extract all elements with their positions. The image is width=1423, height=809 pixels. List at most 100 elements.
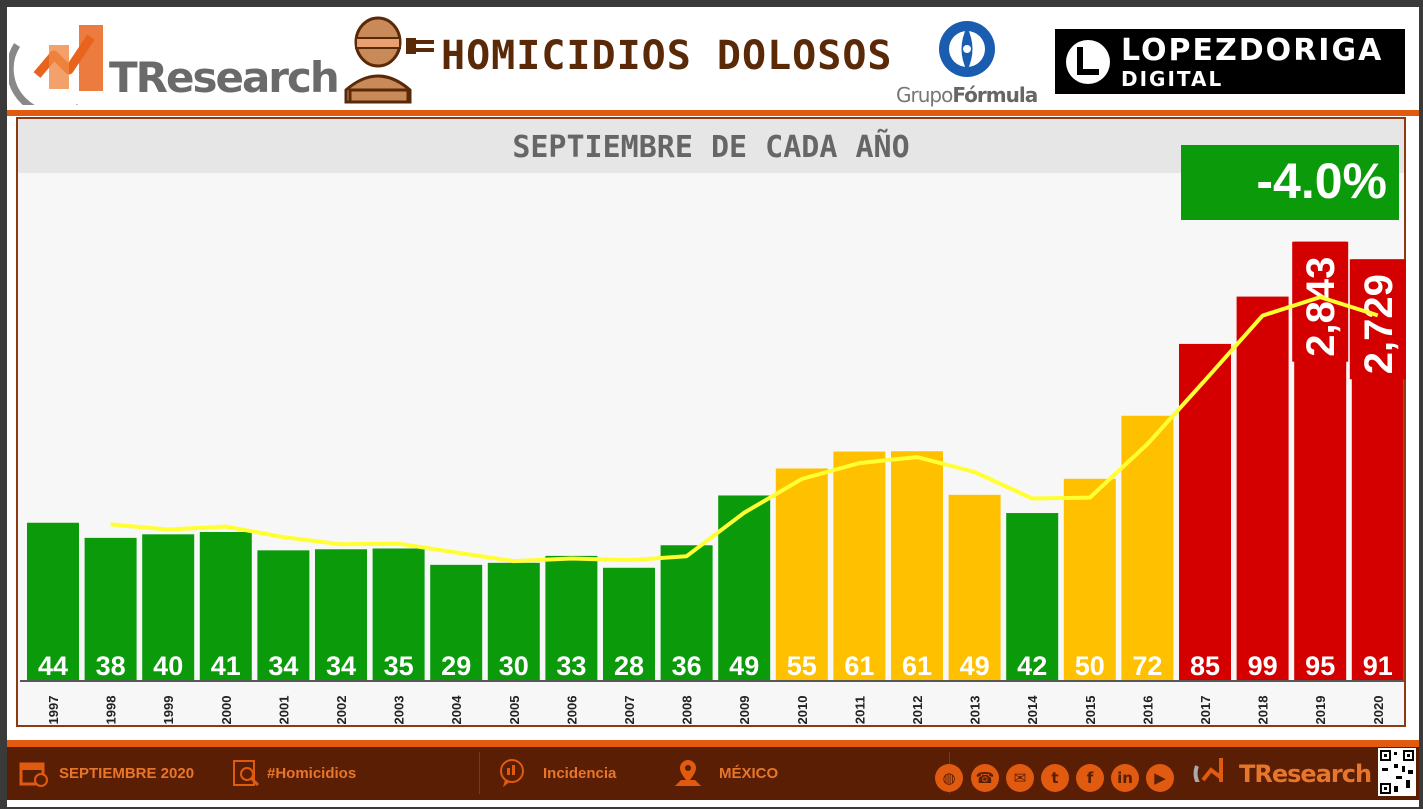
data-label-2015: 50	[1075, 651, 1105, 681]
tick-2020: 2020	[1371, 696, 1386, 725]
data-label-1999: 40	[153, 651, 183, 681]
bar-2010	[775, 468, 828, 680]
highlight-bg-2020	[1349, 259, 1406, 380]
bar-2000	[199, 532, 252, 680]
data-label-2006: 33	[556, 651, 586, 681]
data-label-2008: 36	[672, 651, 702, 681]
bar-2007	[603, 567, 655, 680]
footer-place: MÉXICO	[719, 765, 779, 782]
tick-2001: 2001	[276, 696, 291, 725]
bar-2013	[948, 494, 1001, 680]
mail-icon[interactable]: ✉	[1006, 764, 1034, 792]
bar-1998	[84, 537, 137, 680]
subtitle-band	[18, 119, 1404, 173]
tick-2013: 2013	[968, 696, 983, 725]
tick-2008: 2008	[680, 696, 695, 725]
globe-icon[interactable]: ◍	[935, 764, 963, 792]
grupo-formula-logo: GrupoFórmula	[892, 17, 1042, 107]
data-label-2012: 61	[902, 651, 932, 681]
tick-1998: 1998	[104, 696, 119, 725]
grupo-formula-mark-icon	[939, 21, 995, 77]
investigation-icon	[233, 760, 260, 787]
facebook-icon[interactable]: f	[1076, 764, 1104, 792]
bar-2014	[1006, 513, 1059, 680]
header-divider	[7, 110, 1419, 116]
data-label-2007: 28	[614, 651, 644, 681]
lopezdoriga-mark-icon	[1066, 40, 1110, 84]
bar-2012	[891, 451, 943, 680]
data-label-2003: 35	[384, 651, 414, 681]
bar-2004	[430, 564, 483, 680]
footer-date: SEPTIEMBRE 2020	[59, 765, 195, 782]
data-label-2020: 91	[1363, 651, 1393, 681]
data-label-2018: 99	[1248, 651, 1278, 681]
youtube-icon[interactable]: ▶	[1146, 764, 1174, 792]
phone-icon[interactable]: ☎	[971, 764, 999, 792]
qr-code-icon[interactable]	[1378, 748, 1416, 796]
data-label-2010: 55	[787, 651, 817, 681]
tick-2000: 2000	[219, 696, 234, 725]
grupo-formula-light: Grupo	[896, 83, 953, 107]
highlight-label-2020: 2,729	[1357, 274, 1401, 374]
tick-2018: 2018	[1256, 696, 1271, 725]
tick-1997: 1997	[46, 696, 61, 725]
grupo-formula-bold: Fórmula	[952, 83, 1038, 107]
grupo-formula-text: GrupoFórmula	[896, 83, 1038, 107]
data-label-2005: 30	[499, 651, 529, 681]
lopezdoriga-subtitle: DIGITAL	[1121, 67, 1224, 91]
tick-2017: 2017	[1198, 696, 1213, 725]
bar-2008	[660, 545, 713, 680]
tick-2007: 2007	[622, 696, 637, 725]
data-label-2000: 41	[211, 651, 241, 681]
tick-2019: 2019	[1313, 696, 1328, 725]
footer-topic: Incidencia	[543, 765, 617, 782]
tresearch-mark-icon	[6, 25, 103, 118]
twitter-icon[interactable]: t	[1041, 764, 1069, 792]
change-badge	[1181, 145, 1399, 220]
linkedin-icon[interactable]: in	[1111, 764, 1139, 792]
data-label-2016: 72	[1132, 651, 1162, 681]
bar-2016	[1121, 415, 1174, 680]
tick-2016: 2016	[1140, 696, 1155, 725]
speech-bubble-icon	[500, 759, 524, 787]
footer-separator	[479, 752, 480, 794]
bar-2002	[315, 549, 367, 680]
bar-2018	[1236, 296, 1289, 680]
chart-subtitle: SEPTIEMBRE DE CADA AÑO	[512, 130, 910, 165]
tick-2010: 2010	[795, 696, 810, 725]
bar-2001	[257, 550, 310, 680]
map-pin-icon	[675, 760, 701, 786]
tresearch-footer-mark-icon	[1193, 758, 1223, 782]
bar-2015	[1063, 478, 1116, 680]
lopezdoriga-logo: LOPEZDORIGA DIGITAL	[1055, 29, 1405, 94]
bar-1997	[27, 522, 79, 680]
header: TResearch HOMICIDIOS DOLOSOS GrupoFórmul…	[6, 7, 1419, 118]
tick-2002: 2002	[334, 696, 349, 725]
tick-2015: 2015	[1083, 696, 1098, 725]
bar-2011	[833, 451, 886, 680]
data-label-2014: 42	[1017, 651, 1047, 681]
data-label-2001: 34	[268, 651, 298, 681]
tick-2004: 2004	[449, 695, 464, 725]
bar-chart: 2,843 2,729 44 38 40 41 34 34 35 29 30 33 28 36 49 55 61…	[20, 241, 1406, 725]
tick-2011: 2011	[852, 696, 867, 724]
tick-2012: 2012	[910, 696, 925, 725]
tick-2014: 2014	[1025, 695, 1040, 725]
data-label-2004: 29	[441, 651, 471, 681]
bar-1999	[142, 534, 195, 680]
bar-2017	[1179, 343, 1231, 680]
calendar-icon	[19, 762, 48, 787]
footer: SEPTIEMBRE 2020 #Homicidios Incidencia M…	[7, 740, 1419, 800]
data-label-1997: 44	[38, 651, 68, 681]
footer-hashtag: #Homicidios	[267, 765, 357, 782]
lopezdoriga-title: LOPEZDORIGA	[1121, 33, 1384, 68]
bar-2005	[487, 562, 540, 680]
highlight-label-2019: 2,843	[1299, 257, 1343, 357]
footer-brand: TResearch	[1239, 760, 1372, 788]
data-label-2017: 85	[1190, 651, 1220, 681]
bar-2003	[372, 548, 425, 680]
footer-divider	[7, 740, 1419, 747]
change-value: -4.0%	[1256, 153, 1387, 209]
data-label-2009: 49	[729, 651, 759, 681]
data-label-2002: 34	[326, 651, 356, 681]
